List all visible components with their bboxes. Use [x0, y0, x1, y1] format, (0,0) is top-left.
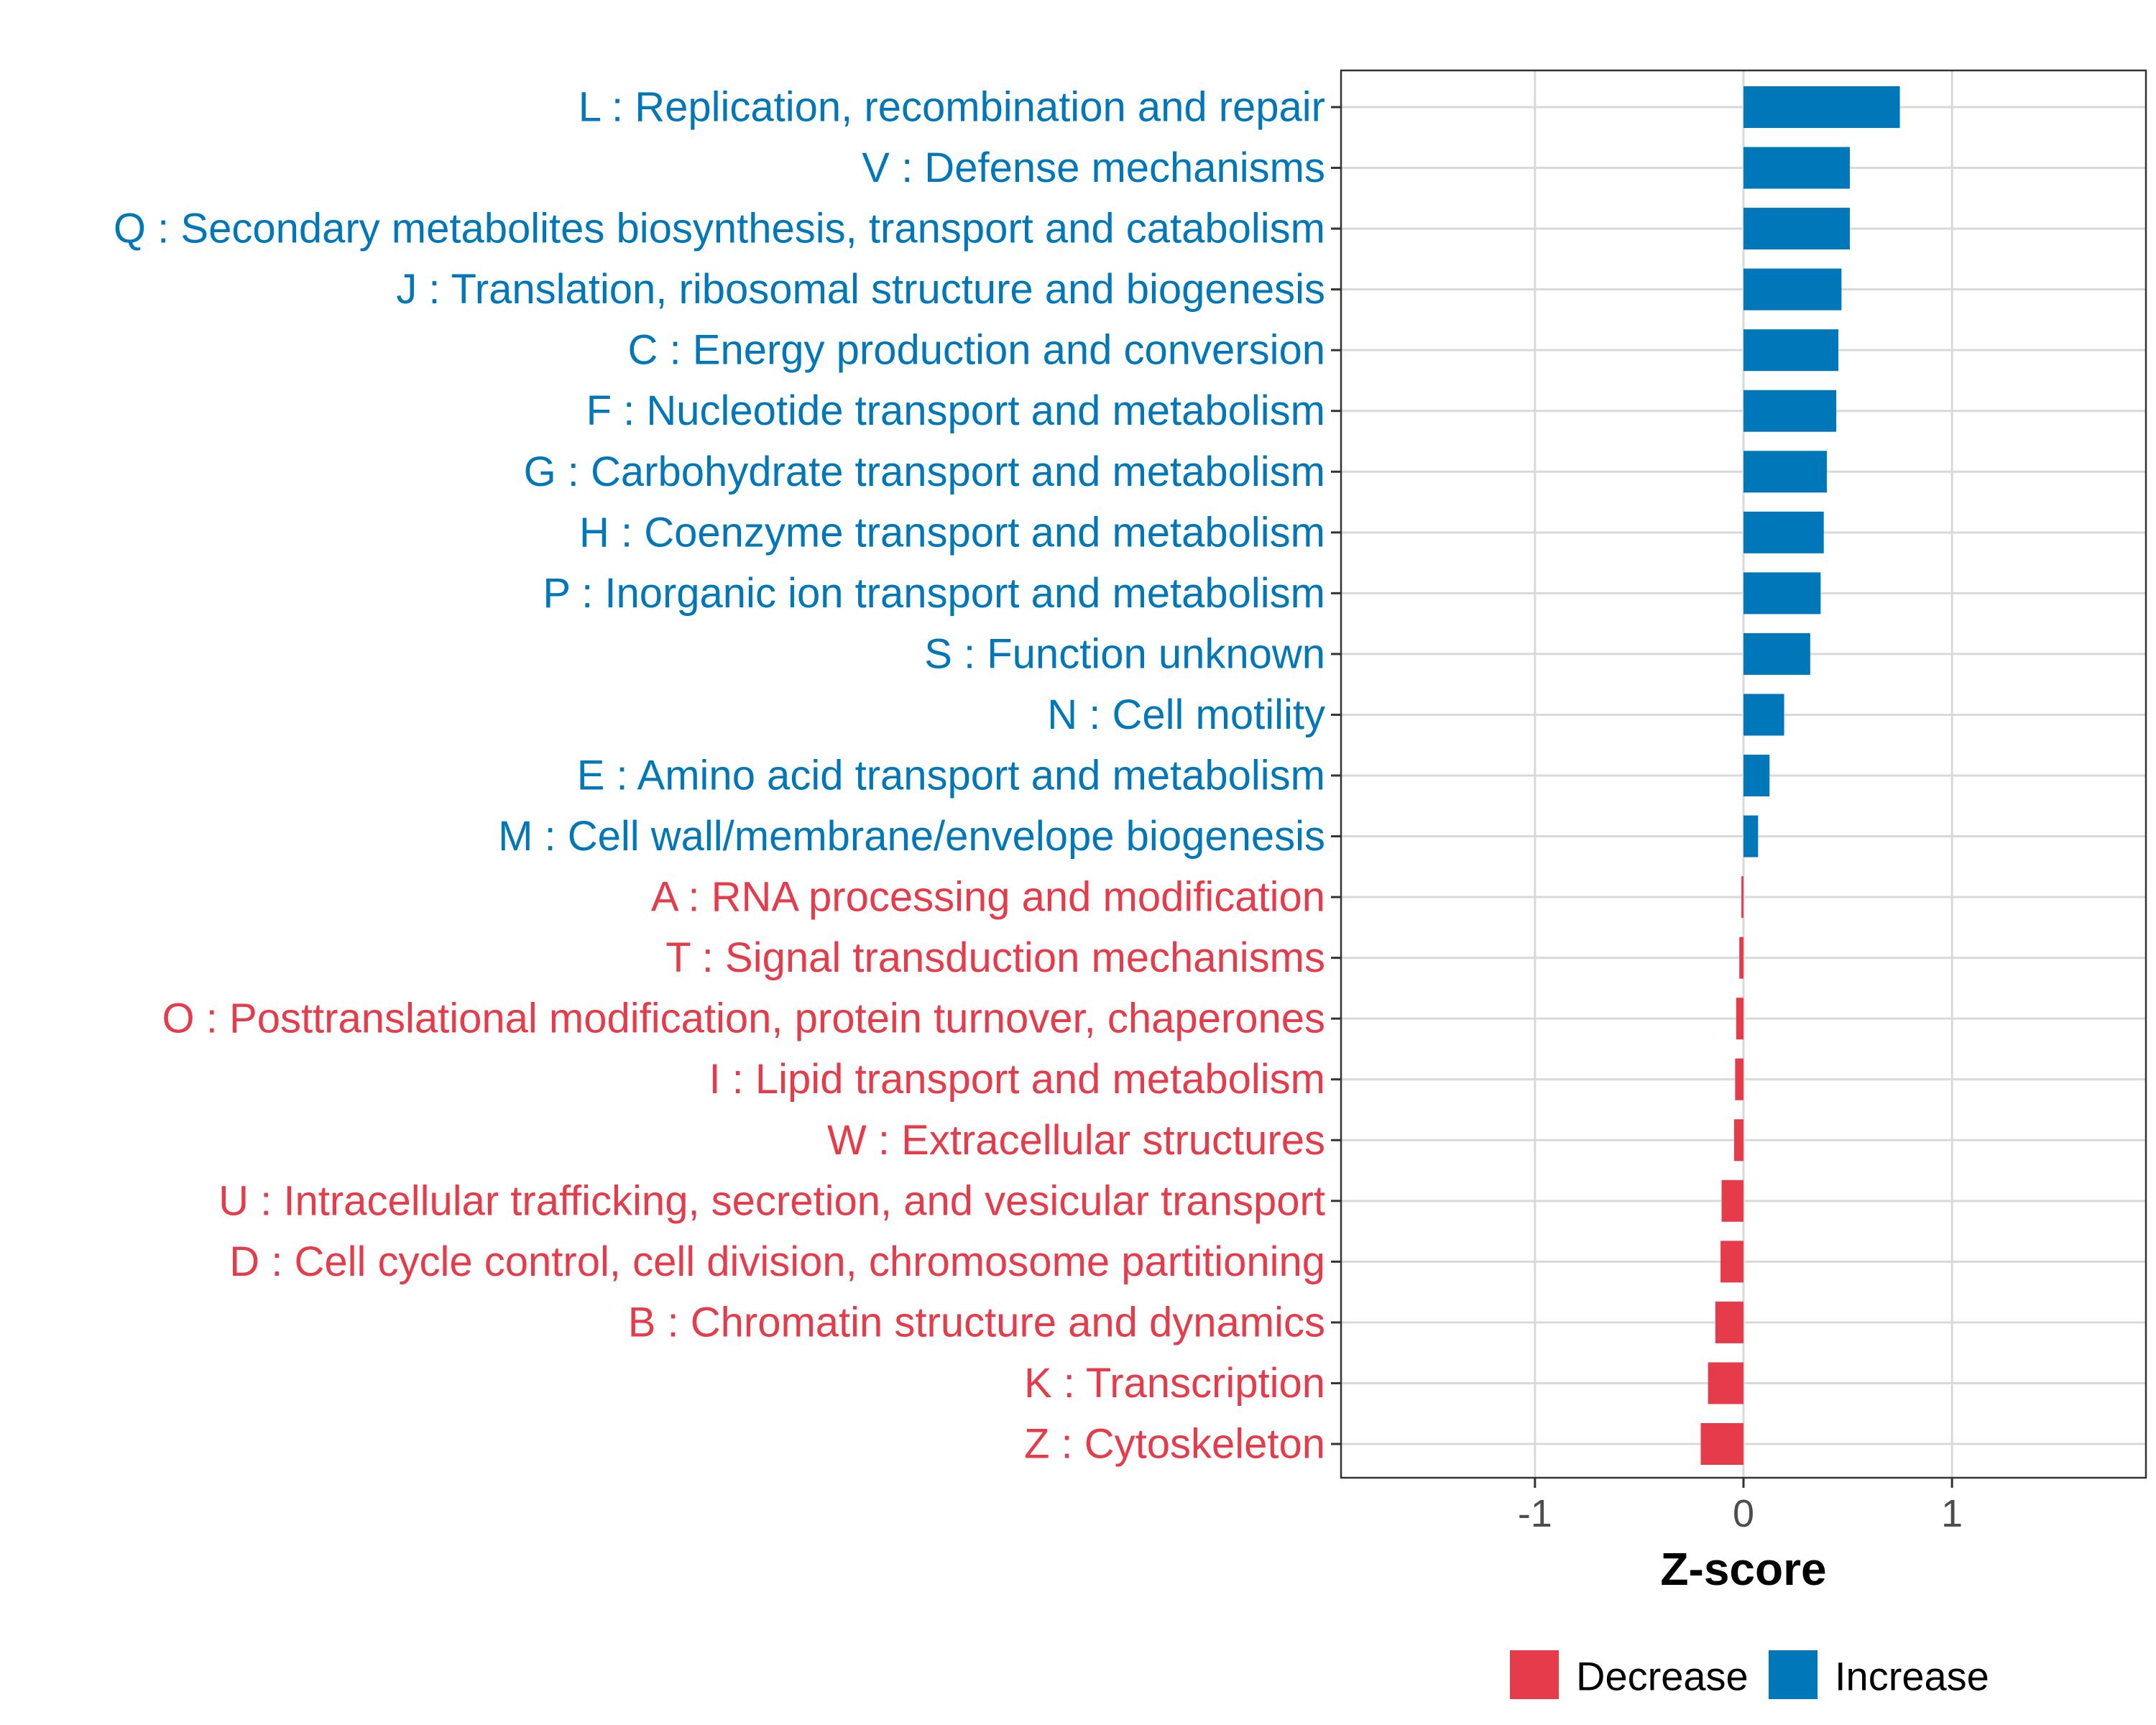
bars — [1700, 86, 1900, 1465]
y-tick-label: P : Inorganic ion transport and metaboli… — [543, 570, 1325, 617]
y-tick-label: W : Extracellular structures — [827, 1117, 1325, 1164]
bar — [1743, 390, 1837, 432]
bar — [1733, 1119, 1743, 1162]
y-tick-label: Q : Secondary metabolites biosynthesis, … — [114, 206, 1325, 252]
y-tick-label: N : Cell motility — [1047, 691, 1325, 738]
y-tick-label: Z : Cytoskeleton — [1024, 1421, 1325, 1468]
bar — [1741, 876, 1743, 919]
legend-swatch — [1769, 1650, 1818, 1699]
bar — [1739, 937, 1743, 979]
y-tick-label: B : Chromatin structure and dynamics — [628, 1299, 1325, 1346]
bar — [1743, 208, 1850, 250]
legend-swatch — [1510, 1650, 1559, 1699]
y-tick-label: F : Nucleotide transport and metabolism — [586, 387, 1325, 434]
x-axis-ticks: -1 0 1 — [1518, 1478, 1963, 1535]
legend-label: Increase — [1835, 1654, 1989, 1699]
x-tick-label: 1 — [1941, 1492, 1963, 1535]
y-tick-label: H : Coenzyme transport and metabolism — [579, 509, 1325, 556]
y-tick-label: A : RNA processing and modification — [651, 874, 1325, 921]
bar — [1721, 1179, 1743, 1222]
bar — [1708, 1362, 1743, 1404]
legend: Decrease Increase — [1510, 1650, 1989, 1699]
bar — [1743, 815, 1759, 857]
bar — [1743, 632, 1810, 675]
x-tick-label: 0 — [1733, 1492, 1754, 1535]
bar — [1743, 147, 1850, 189]
y-tick-label: T : Signal transduction mechanisms — [665, 934, 1325, 981]
y-tick-label: J : Translation, ribosomal structure and… — [396, 266, 1325, 313]
bar — [1743, 572, 1821, 615]
y-axis-ticks: L : Replication, recombination and repai… — [114, 84, 1341, 1468]
y-tick-label: E : Amino acid transport and metabolism — [577, 753, 1325, 799]
y-tick-label: I : Lipid transport and metabolism — [709, 1056, 1325, 1103]
bar — [1736, 998, 1743, 1040]
bar — [1743, 694, 1784, 736]
y-tick-label: C : Energy production and conversion — [628, 327, 1325, 374]
bar — [1743, 755, 1770, 796]
bar — [1743, 268, 1842, 310]
y-tick-label: S : Function unknown — [924, 630, 1325, 677]
bar — [1743, 451, 1828, 493]
bar — [1700, 1423, 1743, 1465]
y-tick-label: K : Transcription — [1024, 1360, 1325, 1407]
bar — [1743, 329, 1839, 372]
y-tick-label: M : Cell wall/membrane/envelope biogenes… — [498, 813, 1325, 860]
y-tick-label: V : Defense mechanisms — [862, 144, 1325, 191]
bar — [1720, 1241, 1743, 1283]
x-tick-label: -1 — [1518, 1492, 1552, 1535]
y-tick-label: U : Intracellular trafficking, secretion… — [218, 1177, 1325, 1224]
bar — [1743, 86, 1900, 128]
bar — [1743, 511, 1824, 553]
y-tick-label: O : Posttranslational modification, prot… — [162, 995, 1325, 1042]
y-tick-label: D : Cell cycle control, cell division, c… — [229, 1238, 1325, 1285]
y-tick-label: G : Carbohydrate transport and metabolis… — [524, 448, 1325, 495]
y-tick-label: L : Replication, recombination and repai… — [579, 84, 1325, 131]
bar — [1715, 1301, 1743, 1343]
bar — [1735, 1058, 1743, 1100]
legend-label: Decrease — [1576, 1654, 1749, 1699]
x-axis-title: Z-score — [1660, 1543, 1826, 1595]
